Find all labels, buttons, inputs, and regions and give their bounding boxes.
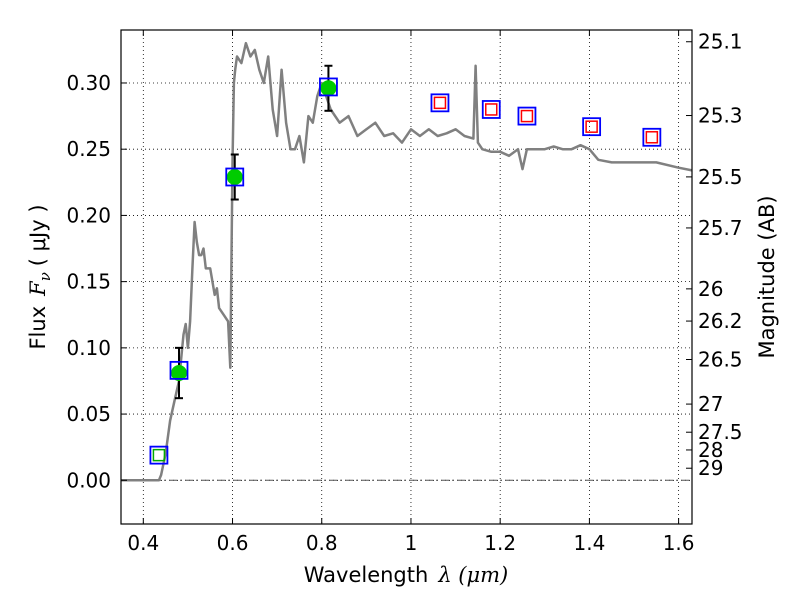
magnitude-tick-label: 26.5: [698, 348, 743, 372]
magnitude-axis-label: Magnitude (AB): [755, 195, 779, 358]
plot-frame: [120, 29, 693, 525]
model-band-marker: [225, 167, 245, 187]
sed-model-line: [121, 41, 693, 482]
observed-point: [320, 80, 337, 97]
axis-ticks: [121, 30, 692, 524]
y-tick-label: 0.15: [66, 270, 111, 294]
magnitude-tick-label: 26: [698, 277, 723, 301]
observed-point: [226, 169, 243, 186]
model-band-marker: [169, 360, 189, 380]
y-axis-label: FluxFν( μJy ): [26, 204, 54, 349]
x-tick-label: 0.6: [217, 531, 249, 555]
x-axis-label: Wavelength λ (μm): [304, 563, 509, 587]
magnitude-tick-label: 25.5: [698, 165, 743, 189]
magnitude-tick-label: 28: [698, 438, 723, 462]
y-tick-label: 0.00: [66, 468, 111, 492]
model-band-marker: [517, 106, 537, 126]
model-band-marker: [642, 127, 662, 147]
y-tick-label: 0.05: [66, 402, 111, 426]
observed-point: [170, 365, 187, 382]
nondetection-marker: [152, 448, 166, 462]
predicted-marker: [433, 96, 447, 110]
magnitude-tick-label: 27.5: [698, 420, 743, 444]
y-tick-label: 0.25: [66, 137, 111, 161]
model-band-marker: [319, 77, 338, 97]
predicted-marker: [520, 109, 534, 123]
predicted-marker: [645, 131, 659, 144]
x-tick-label: 1.4: [573, 531, 605, 555]
x-tick-label: 1.6: [663, 531, 695, 555]
y-tick-label: 0.20: [66, 203, 111, 227]
axis-tick-labels: 0.4 0.6 0.8 1 1.2 1.4 1.6 0.00 0.05 0.10 0.15 0.20 0…: [66, 30, 742, 555]
magnitude-tick-label: 25.3: [698, 104, 743, 128]
model-band-marker: [430, 93, 450, 113]
magnitude-tick-label: 27: [698, 392, 723, 416]
magnitude-tick-label: 25.1: [698, 30, 743, 54]
x-tick-label: 0.8: [306, 531, 338, 555]
model-band-marker: [149, 445, 169, 465]
model-band-marker: [481, 100, 501, 119]
x-tick-label: 1.2: [484, 531, 516, 555]
model-band-marker: [582, 117, 602, 137]
magnitude-tick-label: 26.2: [698, 309, 743, 333]
x-tick-label: 0.4: [127, 531, 159, 555]
photometry-markers: [149, 64, 662, 465]
predicted-marker: [585, 120, 598, 133]
magnitude-tick-label: 29: [698, 456, 723, 480]
x-tick-label: 1: [405, 531, 418, 555]
y-tick-label: 0.10: [66, 336, 111, 360]
magnitude-tick-label: 25.7: [698, 216, 743, 240]
y-tick-label: 0.30: [66, 71, 111, 95]
predicted-marker: [485, 103, 498, 116]
